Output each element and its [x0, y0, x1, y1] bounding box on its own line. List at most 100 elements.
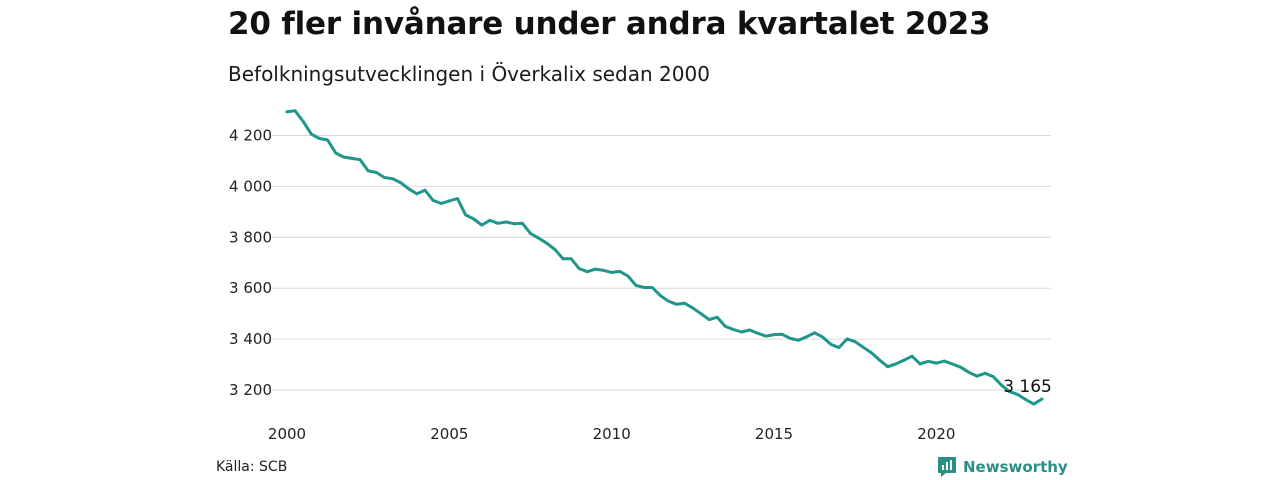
data-point: [594, 267, 597, 271]
source-note: Källa: SCB: [216, 459, 288, 475]
data-point: [861, 345, 865, 349]
data-point: [748, 328, 752, 332]
data-point: [634, 284, 638, 287]
data-point: [723, 325, 727, 328]
x-axis-tick-labels: 2000 2005 2010 2015 2020: [268, 425, 956, 443]
data-point: [512, 222, 516, 226]
data-point: [658, 294, 662, 298]
data-point: [407, 187, 411, 191]
data-point: [350, 156, 354, 160]
data-point: [878, 358, 881, 362]
x-tick-label: 2000: [268, 425, 306, 443]
data-point: [456, 197, 459, 201]
data-point: [764, 334, 768, 338]
data-point: [285, 110, 289, 114]
data-point: [845, 337, 849, 341]
data-point: [667, 299, 670, 303]
data-point: [732, 328, 735, 331]
data-point: [447, 199, 451, 203]
data-point: [756, 331, 760, 335]
data-point: [910, 354, 914, 358]
data-point: [415, 192, 419, 196]
data-point: [585, 270, 589, 274]
data-point: [293, 109, 297, 113]
data-point: [374, 170, 378, 174]
data-point: [951, 362, 954, 366]
data-point: [683, 301, 687, 305]
data-point: [520, 221, 524, 225]
data-point: [602, 269, 605, 272]
data-point: [926, 359, 930, 363]
data-point: [504, 220, 508, 224]
brand-logo: Newsworthy: [937, 456, 1068, 478]
data-point: [894, 362, 898, 366]
data-point: [983, 371, 987, 375]
data-point: [902, 358, 906, 362]
data-point: [821, 335, 825, 339]
data-point: [301, 120, 305, 123]
y-tick-label: 4 000: [229, 177, 272, 195]
y-tick-label: 3 800: [229, 228, 272, 246]
data-point: [934, 361, 938, 365]
grid-lines: [272, 134, 1051, 391]
data-point: [829, 342, 833, 346]
end-value-label: 3 165: [1003, 377, 1052, 397]
data-point: [342, 155, 346, 159]
data-point: [358, 158, 362, 162]
data-point: [553, 248, 557, 251]
data-point: [780, 332, 784, 336]
data-point: [967, 370, 971, 374]
data-point: [366, 169, 370, 173]
data-point: [740, 330, 743, 334]
data-point: [439, 202, 443, 205]
brand-name: Newsworthy: [963, 458, 1068, 476]
data-point: [610, 271, 614, 274]
y-tick-label: 3 200: [229, 381, 272, 399]
series-points: [285, 109, 1044, 406]
x-tick-label: 2010: [593, 425, 631, 443]
data-point: [788, 336, 792, 340]
chart-subtitle: Befolkningsutvecklingen i Överkalix seda…: [228, 62, 710, 86]
data-point: [1008, 390, 1011, 394]
data-point: [318, 137, 321, 140]
data-point: [650, 286, 654, 289]
data-point: [1040, 397, 1044, 401]
data-point: [309, 132, 313, 136]
data-point: [886, 365, 890, 369]
x-tick-label: 2020: [917, 425, 955, 443]
data-point: [1016, 393, 1019, 396]
data-point: [691, 306, 695, 310]
data-point: [423, 188, 427, 192]
data-point: [626, 274, 630, 278]
data-point: [618, 270, 622, 273]
series-line: [285, 109, 1044, 406]
y-tick-label: 3 600: [229, 279, 272, 297]
data-point: [959, 365, 963, 369]
data-point: [837, 346, 841, 349]
data-point: [326, 138, 329, 142]
data-point: [399, 181, 403, 184]
data-point: [431, 198, 435, 202]
data-point: [1024, 398, 1028, 401]
data-point: [715, 315, 719, 319]
data-point: [870, 351, 873, 355]
data-point: [537, 236, 541, 240]
data-point: [796, 338, 800, 342]
data-point: [545, 241, 549, 245]
data-point: [642, 286, 646, 289]
data-point: [577, 267, 581, 271]
data-point: [918, 362, 922, 366]
y-tick-label: 4 200: [229, 126, 272, 144]
data-point: [391, 177, 394, 181]
data-point: [991, 375, 995, 378]
data-point: [496, 221, 500, 225]
data-point: [675, 302, 679, 306]
data-point: [569, 257, 573, 261]
data-point: [334, 151, 338, 155]
x-tick-label: 2015: [755, 425, 793, 443]
data-point: [472, 217, 476, 221]
x-tick-label: 2005: [430, 425, 468, 443]
data-point: [975, 374, 979, 378]
data-point: [529, 232, 532, 235]
